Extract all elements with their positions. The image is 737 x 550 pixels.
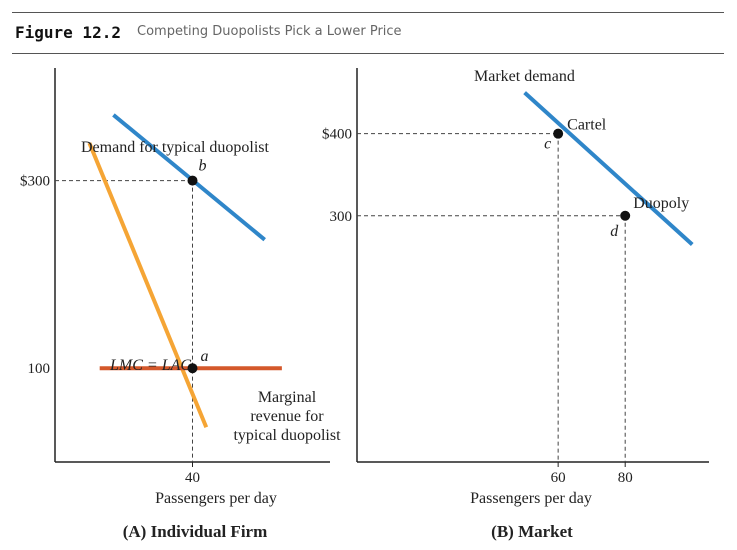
panel-a-line-mr: [87, 142, 209, 429]
panel-a-title: (A) Individual Firm: [123, 522, 268, 541]
panel-b-demand-label: Market demand: [474, 68, 575, 85]
panel-a-point-a: [187, 363, 198, 374]
panel-a-x-tick-40: 40: [185, 470, 200, 486]
panel-b-x-tick-80: 80: [618, 470, 633, 486]
panel-a-y-tick-300: $300: [20, 174, 50, 190]
panel-a-mr-label-2: typical duopolist: [233, 427, 341, 444]
figure-label: Figure 12.2: [15, 23, 121, 42]
panel-b-point-name-duopoly: Duopoly: [633, 195, 689, 212]
figure-header: Figure 12.2 Competing Duopolists Pick a …: [12, 12, 724, 54]
panel-a-cost-label: LMC = LAC: [109, 357, 191, 374]
panel-b-point-label-c: c: [544, 136, 551, 153]
panel-b-y-tick-400: $400: [322, 127, 352, 143]
panel-b-x-tick-60: 60: [551, 470, 566, 486]
panel-b-point-name-cartel: Cartel: [567, 117, 607, 134]
panel-a-mr-label-0: Marginal: [258, 389, 317, 406]
panel-a: $300 100 40 b a Demand for typical duopolist L…: [20, 68, 341, 541]
panel-b-point-d: [620, 210, 631, 221]
panel-b-title: (B) Market: [491, 522, 573, 541]
panel-b-x-axis-label: Passengers per day: [470, 490, 592, 507]
panel-b: $400 300 60 80 c Cartel d Duopoly Market demand P…: [322, 68, 709, 541]
figure-title: Competing Duopolists Pick a Lower Price: [137, 24, 402, 39]
panel-a-mr-label-1: revenue for: [250, 408, 324, 425]
panel-b-point-c: [553, 128, 564, 139]
panel-a-y-tick-100: 100: [28, 361, 51, 377]
panel-b-point-label-d: d: [610, 223, 619, 240]
panel-a-demand-label: Demand for typical duopolist: [81, 139, 270, 156]
panel-a-x-axis-label: Passengers per day: [155, 490, 277, 507]
panel-a-point-label-b: b: [199, 158, 207, 175]
panel-a-point-label-a: a: [201, 348, 209, 365]
panel-b-line-market_demand: [523, 91, 694, 246]
panel-b-y-tick-300: 300: [330, 209, 353, 225]
panel-a-point-b: [187, 175, 198, 186]
